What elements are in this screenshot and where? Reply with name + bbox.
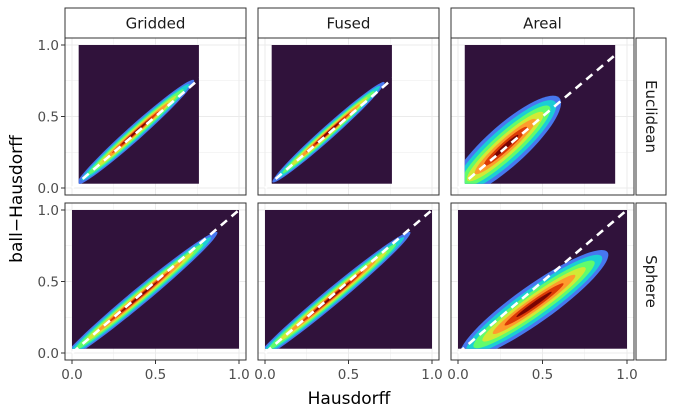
y-axes: 0.0 0.5 1.0 0.0 0.5 1.0 [38, 38, 65, 362]
strip-row-0-box [635, 37, 667, 196]
panel-border [257, 37, 440, 196]
y-tick-label: 0.5 [38, 110, 59, 126]
x-tick-label: 1.0 [228, 367, 249, 383]
x-tick-label: 0.0 [447, 367, 468, 383]
panel-sphere-gridded [64, 202, 247, 361]
density-bands [459, 250, 609, 349]
strip-col-0-label: Gridded [126, 15, 186, 33]
strip-row-1-box [635, 202, 667, 361]
x-tick-label: 0.5 [532, 367, 553, 383]
x-tick-label: 0.0 [61, 367, 82, 383]
strip-col-2-label: Areal [523, 15, 562, 33]
strip-col-1-label: Fused [327, 15, 371, 33]
x-axes: 0.0 0.5 1.0 0.0 0.5 1.0 0.0 0.5 1.0 [61, 360, 638, 383]
y-tick-label: 0.0 [38, 181, 59, 197]
panel-euclidean-gridded [64, 37, 247, 196]
x-tick-label: 1.0 [616, 367, 637, 383]
strip-col-2-box [450, 7, 635, 39]
panel-sphere-areal [450, 202, 635, 361]
reference-line-y-equals-x [71, 209, 240, 354]
strip-col-0-box [64, 7, 247, 39]
x-tick-label: 0.0 [254, 367, 275, 383]
reference-line-y-equals-x [264, 209, 433, 354]
y-tick-label: 0.5 [38, 275, 59, 291]
x-tick-label: 0.5 [338, 367, 359, 383]
facet-strips: Gridded Fused Areal Euclidean Sphere [64, 7, 667, 361]
reference-line-y-equals-x [457, 44, 628, 189]
reference-line-y-equals-x [264, 44, 433, 189]
strip-row-0-label: Euclidean [642, 80, 660, 153]
facet-panels [64, 37, 635, 361]
y-tick-label: 1.0 [38, 203, 59, 219]
y-axis-title: ball−Hausdorff [7, 134, 27, 263]
reference-line-y-equals-x [457, 209, 628, 354]
y-tick-label: 1.0 [38, 38, 59, 54]
x-axis-title: Hausdorff [308, 389, 392, 409]
density-level-7 [516, 291, 552, 318]
strip-row-1-label: Sphere [642, 255, 660, 308]
x-tick-label: 0.5 [145, 367, 166, 383]
panel-sphere-fused [257, 202, 440, 361]
panel-border [450, 37, 635, 196]
panel-euclidean-fused [257, 37, 440, 196]
x-tick-label: 1.0 [421, 367, 442, 383]
reference-line-y-equals-x [71, 44, 240, 189]
panel-euclidean-areal [450, 37, 635, 196]
y-tick-label: 0.0 [38, 346, 59, 362]
